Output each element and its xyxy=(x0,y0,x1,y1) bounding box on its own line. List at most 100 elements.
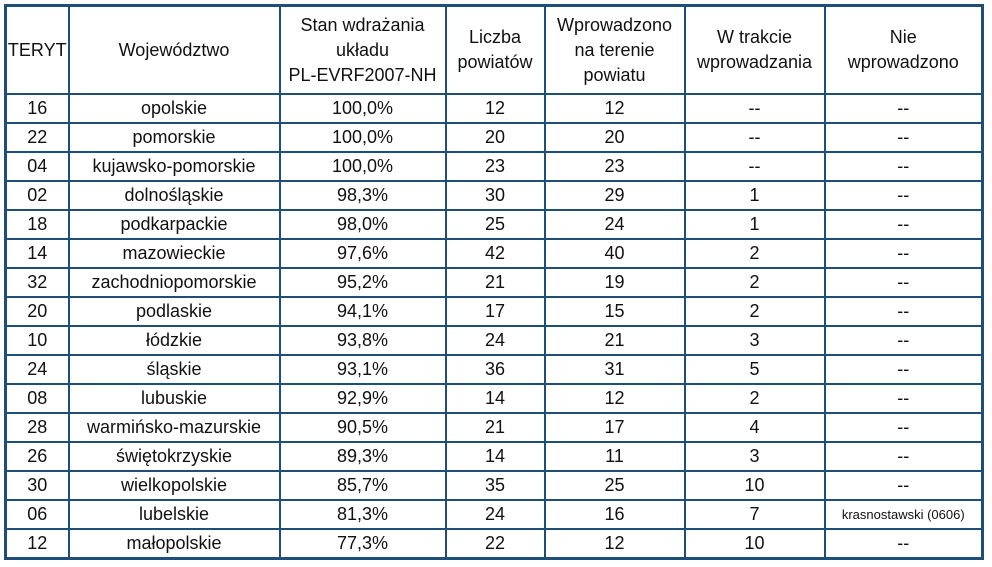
column-header-nie-wprowadzono: Nie wprowadzono xyxy=(823,4,984,95)
cell-teryt: 04 xyxy=(4,151,70,182)
cell-wprowadzono: 12 xyxy=(543,528,686,560)
column-header-wprowadzono: Wprowadzono na terenie powiatu xyxy=(543,4,686,95)
cell-teryt: 24 xyxy=(4,354,70,385)
cell-liczba-powiatow: 21 xyxy=(444,412,546,443)
cell-wprowadzono: 20 xyxy=(543,122,686,153)
cell-wojewodztwo: podlaskie xyxy=(67,296,281,327)
cell-stan-wdrazania: 90,5% xyxy=(278,412,447,443)
cell-wprowadzono: 19 xyxy=(543,267,686,298)
cell-wprowadzono: 24 xyxy=(543,209,686,240)
column-header-wojewodztwo: Województwo xyxy=(67,4,281,95)
cell-wojewodztwo: łódzkie xyxy=(67,325,281,356)
cell-liczba-powiatow: 36 xyxy=(444,354,546,385)
cell-teryt: 22 xyxy=(4,122,70,153)
cell-wprowadzono: 12 xyxy=(543,383,686,414)
cell-liczba-powiatow: 14 xyxy=(444,441,546,472)
cell-w-trakcie: 2 xyxy=(683,238,826,269)
cell-wprowadzono: 40 xyxy=(543,238,686,269)
cell-liczba-powiatow: 25 xyxy=(444,209,546,240)
cell-nie-wprowadzono: -- xyxy=(823,470,984,501)
header-row: TERYT Województwo Stan wdrażania układu PL-E… xyxy=(4,4,984,95)
cell-teryt: 20 xyxy=(4,296,70,327)
cell-stan-wdrazania: 98,3% xyxy=(278,180,447,211)
table-row: 20 podlaskie 94,1% 17 15 2 -- xyxy=(4,296,984,327)
header-line: PL-EVRF2007-NH xyxy=(288,64,437,85)
cell-wojewodztwo: kujawsko-pomorskie xyxy=(67,151,281,182)
cell-wojewodztwo: mazowieckie xyxy=(67,238,281,269)
cell-stan-wdrazania: 77,3% xyxy=(278,528,447,560)
cell-wojewodztwo: dolnośląskie xyxy=(67,180,281,211)
cell-liczba-powiatow: 14 xyxy=(444,383,546,414)
cell-wojewodztwo: warmińsko-mazurskie xyxy=(67,412,281,443)
cell-w-trakcie: 10 xyxy=(683,528,826,560)
cell-wojewodztwo: opolskie xyxy=(67,93,281,124)
cell-stan-wdrazania: 94,1% xyxy=(278,296,447,327)
cell-teryt: 10 xyxy=(4,325,70,356)
cell-wprowadzono: 16 xyxy=(543,499,686,530)
cell-wprowadzono: 12 xyxy=(543,93,686,124)
cell-nie-wprowadzono: -- xyxy=(823,267,984,298)
implementation-status-table: TERYT Województwo Stan wdrażania układu PL-E… xyxy=(4,4,984,560)
header-line: TERYT xyxy=(7,39,67,60)
cell-wojewodztwo: podkarpackie xyxy=(67,209,281,240)
table-row: 14 mazowieckie 97,6% 42 40 2 -- xyxy=(4,238,984,269)
header-line: układu xyxy=(335,39,390,60)
table-row: 26 świętokrzyskie 89,3% 14 11 3 -- xyxy=(4,441,984,472)
cell-teryt: 06 xyxy=(4,499,70,530)
cell-nie-wprowadzono: -- xyxy=(823,151,984,182)
cell-wprowadzono: 21 xyxy=(543,325,686,356)
cell-stan-wdrazania: 81,3% xyxy=(278,499,447,530)
cell-teryt: 14 xyxy=(4,238,70,269)
table-row: 08 lubuskie 92,9% 14 12 2 -- xyxy=(4,383,984,414)
header-line: Województwo xyxy=(118,39,230,60)
cell-wprowadzono: 15 xyxy=(543,296,686,327)
cell-w-trakcie: 3 xyxy=(683,325,826,356)
cell-nie-wprowadzono: -- xyxy=(823,209,984,240)
cell-nie-wprowadzono: krasnostawski (0606) xyxy=(823,499,984,530)
cell-w-trakcie: 4 xyxy=(683,412,826,443)
cell-wprowadzono: 31 xyxy=(543,354,686,385)
cell-teryt: 30 xyxy=(4,470,70,501)
column-header-w-trakcie: W trakcie wprowadzania xyxy=(683,4,826,95)
cell-wprowadzono: 23 xyxy=(543,151,686,182)
cell-w-trakcie: 1 xyxy=(683,180,826,211)
cell-nie-wprowadzono: -- xyxy=(823,296,984,327)
column-header-stan-wdrazania: Stan wdrażania układu PL-EVRF2007-NH xyxy=(278,4,447,95)
cell-nie-wprowadzono: -- xyxy=(823,180,984,211)
cell-w-trakcie: 7 xyxy=(683,499,826,530)
column-header-liczba-powiatow: Liczba powiatów xyxy=(444,4,546,95)
cell-liczba-powiatow: 20 xyxy=(444,122,546,153)
cell-teryt: 18 xyxy=(4,209,70,240)
table-row: 24 śląskie 93,1% 36 31 5 -- xyxy=(4,354,984,385)
cell-wprowadzono: 11 xyxy=(543,441,686,472)
cell-nie-wprowadzono: -- xyxy=(823,441,984,472)
cell-teryt: 32 xyxy=(4,267,70,298)
cell-liczba-powiatow: 12 xyxy=(444,93,546,124)
header-line: wprowadzania xyxy=(696,52,813,72)
cell-liczba-powiatow: 21 xyxy=(444,267,546,298)
cell-wprowadzono: 29 xyxy=(543,180,686,211)
column-header-teryt: TERYT xyxy=(4,4,70,95)
cell-teryt: 16 xyxy=(4,93,70,124)
cell-w-trakcie: 2 xyxy=(683,267,826,298)
table-row: 16 opolskie 100,0% 12 12 -- -- xyxy=(4,93,984,124)
cell-nie-wprowadzono: -- xyxy=(823,122,984,153)
table-row: 12 małopolskie 77,3% 22 12 10 -- xyxy=(4,528,984,560)
cell-liczba-powiatow: 17 xyxy=(444,296,546,327)
header-line: wprowadzono xyxy=(847,52,959,72)
cell-wojewodztwo: zachodniopomorskie xyxy=(67,267,281,298)
cell-teryt: 12 xyxy=(4,528,70,560)
cell-w-trakcie: -- xyxy=(683,122,826,153)
cell-nie-wprowadzono: -- xyxy=(823,412,984,443)
cell-w-trakcie: 10 xyxy=(683,470,826,501)
cell-liczba-powiatow: 30 xyxy=(444,180,546,211)
cell-teryt: 02 xyxy=(4,180,70,211)
cell-wojewodztwo: wielkopolskie xyxy=(67,470,281,501)
table-row: 28 warmińsko-mazurskie 90,5% 21 17 4 -- xyxy=(4,412,984,443)
cell-w-trakcie: 1 xyxy=(683,209,826,240)
cell-stan-wdrazania: 100,0% xyxy=(278,93,447,124)
cell-teryt: 08 xyxy=(4,383,70,414)
cell-w-trakcie: 3 xyxy=(683,441,826,472)
cell-liczba-powiatow: 35 xyxy=(444,470,546,501)
table-row: 10 łódzkie 93,8% 24 21 3 -- xyxy=(4,325,984,356)
